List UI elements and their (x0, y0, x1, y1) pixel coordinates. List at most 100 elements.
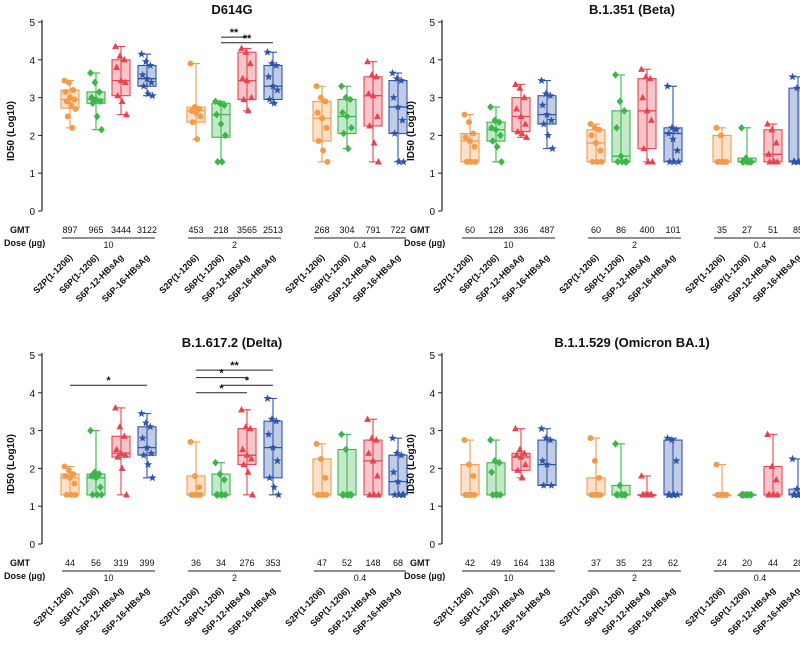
box-plot (537, 76, 557, 153)
data-point (717, 132, 724, 139)
data-point (220, 101, 228, 109)
data-point (138, 70, 147, 79)
gmt-value: 965 (88, 225, 103, 235)
data-point (389, 93, 398, 101)
data-point (368, 434, 376, 441)
data-point (464, 158, 471, 165)
significance-label: * (219, 368, 224, 380)
data-point (537, 424, 546, 433)
data-point (146, 422, 155, 431)
data-point (488, 468, 495, 476)
data-point (63, 491, 70, 498)
data-point (498, 158, 505, 166)
data-point (672, 125, 681, 134)
data-point (538, 100, 547, 109)
data-point (514, 127, 522, 135)
panel-title: D614G (211, 2, 252, 17)
box (763, 465, 783, 496)
data-point (388, 68, 397, 77)
gmt-value: 128 (488, 225, 503, 235)
box (460, 464, 480, 496)
data-point (68, 102, 75, 109)
box-plot (586, 435, 606, 498)
data-point (488, 124, 495, 132)
data-point (516, 84, 524, 91)
data-point (512, 424, 519, 432)
data-point (397, 450, 406, 459)
box-plot (60, 77, 80, 131)
data-point (364, 57, 371, 65)
data-point (667, 435, 676, 444)
dose-value: 10 (503, 573, 513, 583)
x-tick-label: S6P-16-HBsAg (226, 252, 278, 304)
box-plot (611, 71, 631, 166)
data-point (92, 474, 100, 482)
box-plot (388, 68, 408, 166)
y-tick-label: 4 (429, 56, 435, 67)
data-point (713, 461, 720, 468)
box-plot (511, 80, 531, 140)
panel-title: B.1.351 (Beta) (589, 2, 675, 17)
data-point (517, 112, 525, 120)
y-tick-label: 1 (29, 502, 35, 513)
data-point (67, 474, 73, 481)
data-point (547, 481, 556, 489)
data-point (273, 456, 282, 465)
data-point (217, 120, 225, 128)
data-point (513, 105, 520, 112)
y-tick-label: 2 (429, 464, 435, 475)
data-point (344, 491, 352, 499)
data-point (472, 158, 479, 165)
box-plot (712, 124, 732, 165)
dose-label: Dose (µg) (4, 571, 45, 581)
data-point (518, 474, 526, 481)
data-point (320, 491, 327, 498)
gmt-value: 28 (793, 558, 800, 568)
y-tick-label: 1 (429, 169, 435, 180)
data-point (319, 115, 325, 122)
x-tick-label: S6P-16-HBsAg (626, 585, 678, 637)
gmt-value: 36 (191, 558, 201, 568)
data-point (72, 105, 79, 112)
data-point (189, 491, 196, 498)
data-point (98, 125, 105, 134)
box (263, 420, 283, 479)
data-point (147, 78, 156, 86)
dose-value: 10 (503, 240, 513, 250)
data-point (65, 79, 72, 86)
data-point (744, 491, 752, 499)
data-point (616, 481, 624, 490)
data-point (146, 61, 155, 69)
data-point (191, 472, 198, 479)
box (486, 462, 506, 496)
box-plot (486, 436, 506, 499)
box-plot (637, 472, 657, 498)
data-point (639, 93, 646, 101)
gmt-value: 47 (317, 558, 327, 568)
data-point (370, 491, 378, 498)
data-point (243, 451, 251, 458)
data-point (715, 158, 722, 165)
data-point (313, 440, 320, 447)
data-point (62, 88, 69, 95)
x-tick-label: S6P-16-HBsAg (100, 252, 152, 304)
box-plot (211, 458, 231, 499)
x-tick-label: S6P-16-HBsAg (626, 252, 678, 304)
box-plot (237, 44, 257, 114)
data-point (239, 74, 246, 82)
box-plot (111, 404, 131, 498)
data-point (517, 453, 525, 460)
data-point (667, 123, 676, 132)
data-point (790, 157, 799, 166)
box (663, 439, 683, 496)
data-point (665, 490, 674, 499)
box-plot (511, 424, 531, 481)
data-point (365, 449, 372, 456)
data-point (399, 157, 408, 166)
y-tick-label: 1 (429, 502, 435, 513)
data-point (764, 430, 771, 437)
data-point (612, 71, 619, 79)
gmt-value: 353 (265, 558, 280, 568)
data-point (148, 91, 157, 100)
data-point (343, 112, 351, 121)
